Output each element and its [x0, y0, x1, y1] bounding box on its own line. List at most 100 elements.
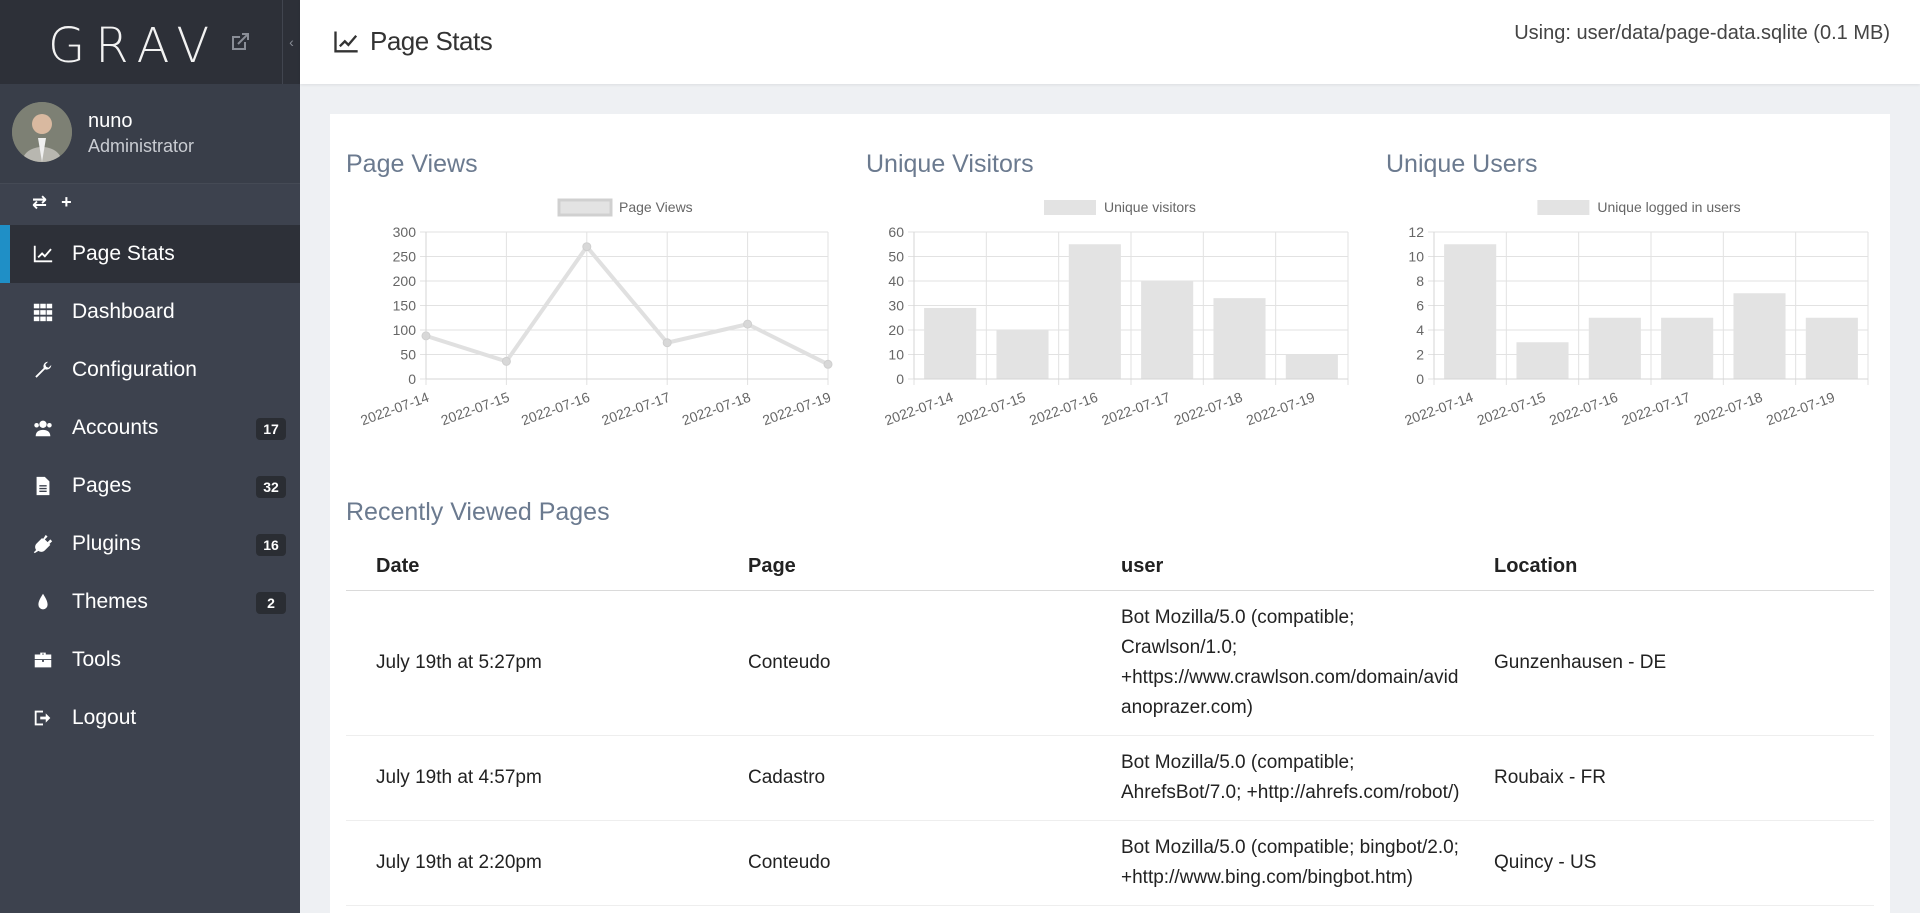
data-point[interactable]	[743, 319, 753, 329]
bar[interactable]	[1805, 317, 1858, 379]
legend-swatch[interactable]	[1537, 200, 1590, 215]
sidebar-item-plugins[interactable]: Plugins 16	[0, 515, 300, 573]
sidebar-item-label: Logout	[72, 706, 137, 729]
sidebar-item-accounts[interactable]: Accounts 17	[0, 399, 300, 457]
chart-title: Unique Users	[1386, 150, 1538, 178]
column-header-page[interactable]: Page	[718, 544, 1091, 591]
bar[interactable]	[1213, 298, 1266, 379]
y-tick-label: 12	[1408, 224, 1424, 240]
y-tick-label: 100	[393, 322, 417, 338]
table-row: July 19th at 4:57pm Cadastro Bot Mozilla…	[346, 735, 1874, 821]
bar[interactable]	[1516, 342, 1569, 379]
row-page: Conteudo	[718, 590, 1091, 736]
bar[interactable]	[924, 307, 977, 379]
switch-icon[interactable]: ⇄	[32, 192, 48, 212]
x-tick-label: 2022-07-19	[1244, 389, 1317, 429]
sidebar-item-configuration[interactable]: Configuration	[0, 341, 300, 399]
x-tick-label: 2022-07-18	[1692, 389, 1765, 429]
y-tick-label: 10	[888, 347, 904, 363]
legend-label[interactable]: Page Views	[619, 199, 693, 215]
sidebar-item-tools[interactable]: Tools	[0, 631, 300, 689]
legend-swatch[interactable]	[1044, 200, 1096, 215]
external-link-icon[interactable]	[228, 30, 252, 54]
x-tick-label: 2022-07-18	[680, 389, 753, 429]
x-tick-label: 2022-07-15	[955, 389, 1028, 429]
sidebar-item-themes[interactable]: Themes 2	[0, 573, 300, 631]
x-tick-label: 2022-07-14	[882, 389, 955, 429]
legend-label[interactable]: Unique visitors	[1104, 199, 1196, 215]
row-user: Bot Mozilla/5.0 (compatible; AhrefsBot/7…	[1091, 735, 1464, 821]
sidebar-item-label: Tools	[72, 648, 122, 671]
bar[interactable]	[1285, 354, 1338, 380]
y-tick-label: 50	[888, 249, 904, 265]
logo-bar: GRAV	[0, 0, 300, 84]
wrench-icon	[35, 361, 52, 378]
column-header-location[interactable]: Location	[1464, 544, 1874, 591]
recent-pages-table: Date Page user Location July 19th at 5:2…	[346, 544, 1874, 906]
y-tick-label: 4	[1416, 322, 1424, 338]
bar[interactable]	[1733, 293, 1786, 379]
top-header: Page Stats Using: user/data/page-data.sq…	[300, 0, 1920, 84]
avatar[interactable]	[12, 102, 72, 162]
row-user: Bot Mozilla/5.0 (compatible; bingbot/2.0…	[1091, 820, 1464, 906]
y-tick-label: 0	[1416, 371, 1424, 387]
sidebar-item-label: Plugins	[72, 532, 141, 555]
y-tick-label: 60	[888, 224, 904, 240]
row-location: Roubaix - FR	[1464, 735, 1874, 821]
y-tick-label: 250	[393, 249, 417, 265]
data-point[interactable]	[823, 359, 833, 369]
x-tick-label: 2022-07-16	[1027, 389, 1100, 429]
series-line	[425, 243, 829, 367]
chart-title: Unique Visitors	[866, 150, 1034, 178]
accounts-count-badge: 17	[256, 418, 286, 440]
page-title: Page Stats	[332, 26, 493, 57]
sidebar-item-pages[interactable]: Pages 32	[0, 457, 300, 515]
row-user: Bot Mozilla/5.0 (compatible; Crawlson/1.…	[1091, 590, 1464, 736]
y-tick-label: 200	[393, 273, 417, 289]
sidebar-item-page-stats[interactable]: Page Stats	[0, 225, 300, 283]
data-point[interactable]	[662, 338, 672, 348]
sidebar-item-dashboard[interactable]: Dashboard	[0, 283, 300, 341]
bar[interactable]	[1141, 281, 1194, 379]
sign-out-icon	[34, 710, 51, 726]
line-chart-icon	[33, 245, 53, 263]
sidebar: GRAV ‹ nuno Administrator ⇄ + Page Stats	[0, 0, 300, 913]
bar[interactable]	[1444, 244, 1497, 379]
y-tick-label: 8	[1416, 273, 1424, 289]
user-block[interactable]: nuno Administrator	[0, 84, 300, 184]
page-title-text: Page Stats	[370, 26, 493, 56]
file-icon	[36, 476, 50, 496]
column-header-user[interactable]: user	[1091, 544, 1464, 591]
line-chart-icon	[334, 31, 358, 52]
x-tick-label: 2022-07-15	[439, 389, 512, 429]
column-header-date[interactable]: Date	[346, 544, 718, 591]
sidebar-collapse-button[interactable]: ‹	[282, 0, 300, 84]
recently-viewed-title: Recently Viewed Pages	[346, 498, 610, 526]
grav-logo[interactable]: GRAV	[48, 18, 220, 74]
plug-icon	[33, 534, 53, 554]
legend-swatch[interactable]	[557, 198, 613, 217]
row-date: July 19th at 5:27pm	[346, 590, 718, 736]
x-tick-label: 2022-07-17	[599, 389, 672, 429]
bar[interactable]	[1068, 244, 1121, 379]
y-tick-label: 0	[408, 371, 416, 387]
y-tick-label: 6	[1416, 298, 1424, 314]
users-icon	[34, 420, 52, 437]
table-header-row: Date Page user Location	[346, 544, 1874, 591]
sidebar-item-logout[interactable]: Logout	[0, 689, 300, 747]
x-tick-label: 2022-07-19	[760, 389, 833, 429]
data-point[interactable]	[501, 356, 511, 366]
add-icon[interactable]: +	[61, 192, 72, 212]
y-tick-label: 150	[393, 298, 417, 314]
stats-card: Page Views Page Views 0 50 100 150 200 250 300 2…	[330, 114, 1890, 913]
data-point[interactable]	[582, 242, 592, 252]
legend-label[interactable]: Unique logged in users	[1597, 199, 1740, 215]
y-tick-label: 2	[1416, 347, 1424, 363]
bar[interactable]	[996, 330, 1049, 379]
bar[interactable]	[1661, 317, 1714, 379]
sidebar-item-label: Page Stats	[72, 242, 175, 265]
x-tick-label: 2022-07-16	[1547, 389, 1620, 429]
sidebar-item-label: Configuration	[72, 358, 197, 381]
bar[interactable]	[1588, 317, 1641, 379]
